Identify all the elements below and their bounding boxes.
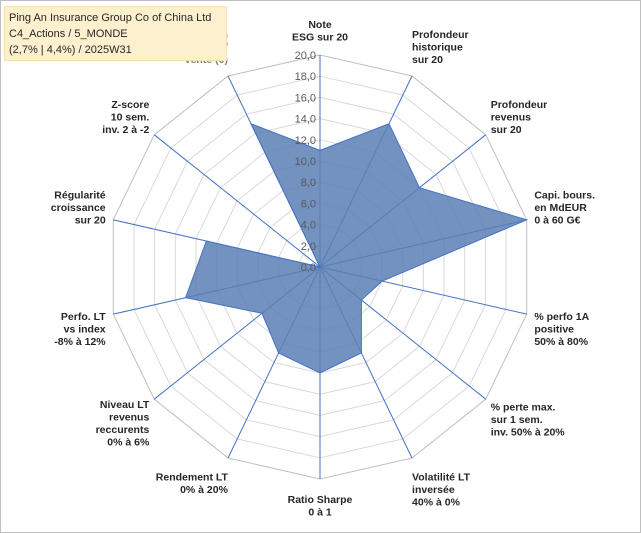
- series-area: [184, 122, 529, 374]
- tick-label-8: 16,0: [295, 92, 316, 104]
- axis-label-7: Volatilité LT inversée 40% à 0%: [412, 472, 471, 509]
- axis-label-10: Niveau LT revenus reccurents 0% à 6%: [96, 399, 150, 449]
- tick-label-4: 8,0: [301, 177, 316, 189]
- axis-label-3: Profondeur revenus sur 20: [491, 99, 548, 136]
- axis-label-4: Capi. bours. en MdEUR 0 à 60 G€: [534, 190, 595, 227]
- tick-label-layer: 0,0 2,0 4,0 6,0 8,0 10,0 12,0 14,0 16,0 18,0 20,0: [295, 50, 316, 274]
- axis-label-13: Z-score 10 sem. inv. 2 à -2: [102, 99, 149, 136]
- tick-label-6: 12,0: [295, 135, 316, 147]
- tick-label-1: 2,0: [301, 241, 316, 253]
- axis-spoke-13: [153, 134, 321, 268]
- tick-label-5: 10,0: [295, 156, 316, 168]
- tick-label-7: 14,0: [295, 114, 316, 126]
- axis-label-6: % perte max. sur 1 sem. inv. 50% à 20%: [491, 401, 566, 438]
- chart-title-line-1: Ping An Insurance Group Co of China Ltd: [9, 12, 212, 24]
- axis-label-11: Perfo. LT vs index -8% à 12%: [54, 311, 106, 348]
- axis-label-8: Ratio Sharpe 0 à 1: [288, 494, 353, 519]
- chart-title-box: Ping An Insurance Group Co of China Ltd …: [4, 6, 227, 61]
- axis-label-1: Note ESG sur 20: [292, 19, 348, 44]
- tick-label-2: 4,0: [301, 220, 316, 232]
- tick-label-10: 20,0: [295, 50, 316, 62]
- tick-label-9: 18,0: [295, 71, 316, 83]
- series-layer: [184, 122, 529, 374]
- axis-label-9: Rendement LT 0% à 20%: [156, 472, 229, 497]
- chart-title-line-2: C4_Actions / 5_MONDE: [9, 28, 128, 40]
- tick-label-0: 0,0: [301, 262, 316, 274]
- axis-label-5: % perfo 1A positive 50% à 80%: [534, 311, 589, 348]
- axis-label-2: Profondeur historique sur 20: [412, 29, 469, 66]
- axis-label-12: Régularité croissance sur 20: [51, 190, 106, 227]
- chart-title-line-3: (2,7% | 4,4%) / 2025W31: [9, 44, 132, 56]
- tick-label-3: 6,0: [301, 198, 316, 210]
